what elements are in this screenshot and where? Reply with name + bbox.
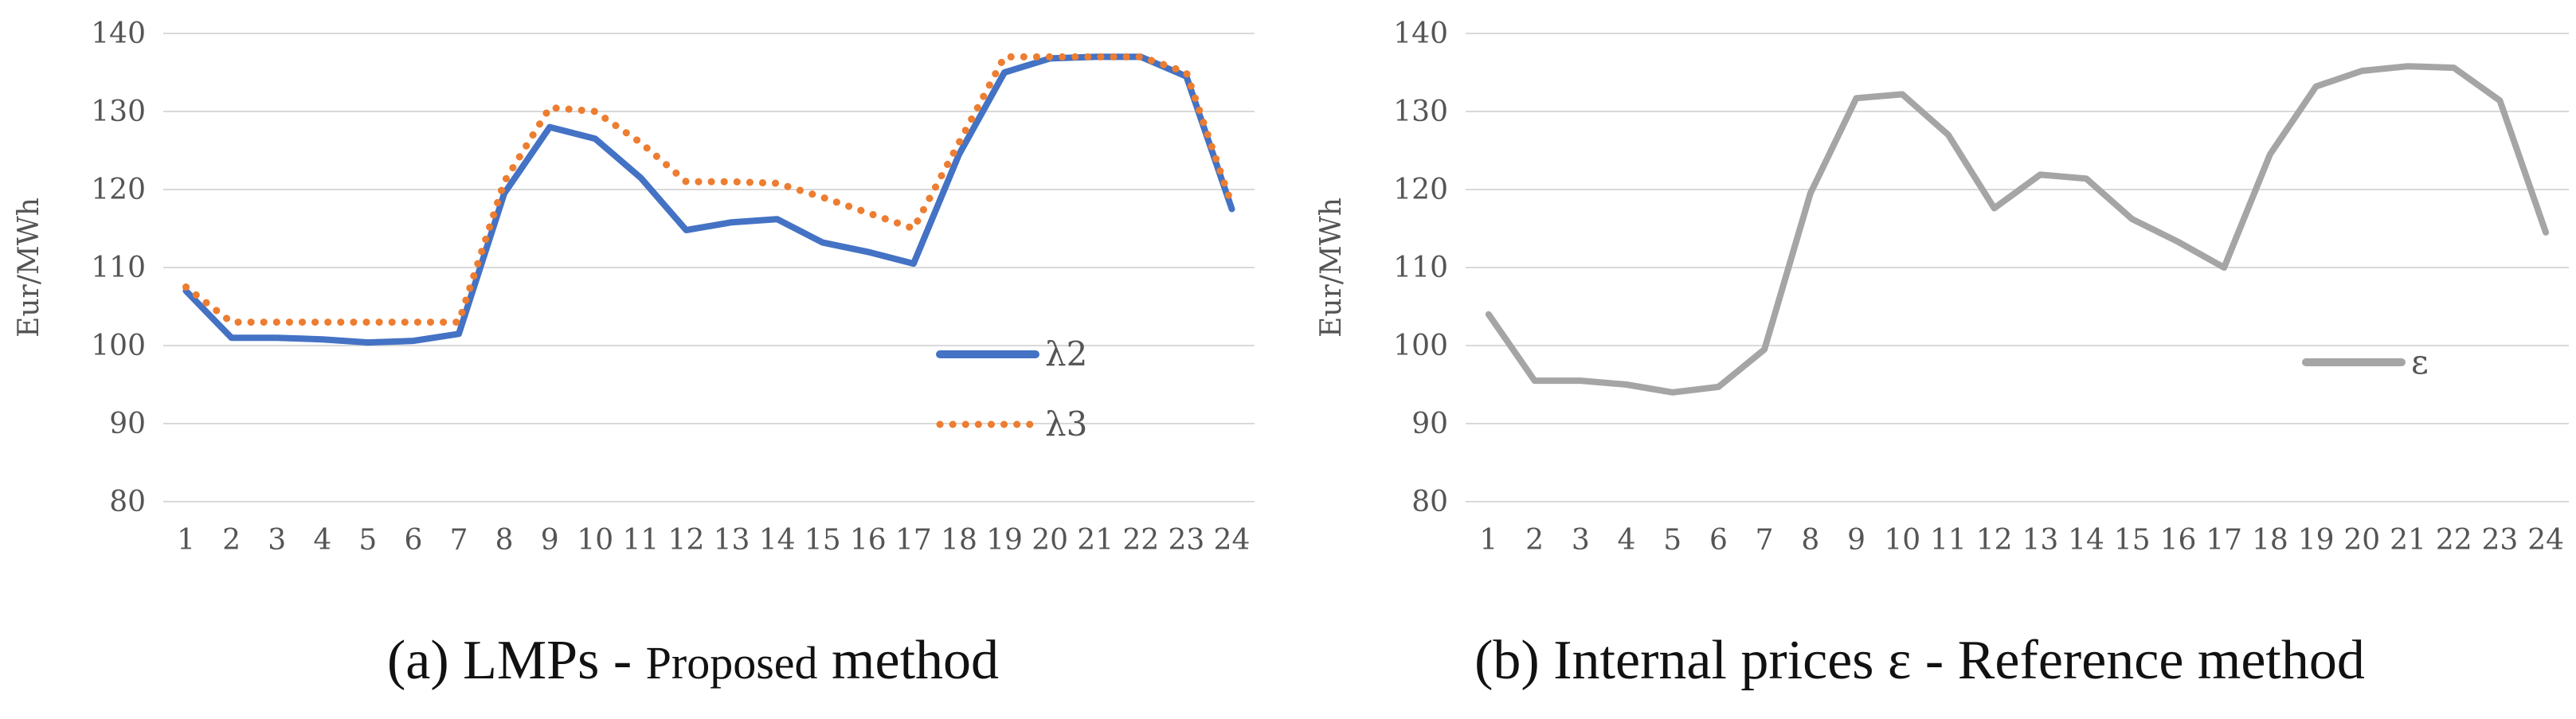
x-tick-label: 24: [1214, 524, 1251, 557]
x-tick-label: 9: [541, 524, 559, 557]
y-axis-label: Eur/MWh: [13, 197, 45, 338]
y-tick-label: 130: [91, 96, 146, 128]
caption-a: (a) LMPs - Proposed method: [311, 629, 1075, 693]
x-tick-label: 15: [805, 524, 841, 557]
y-tick-label: 90: [109, 408, 146, 440]
x-tick-label: 4: [313, 524, 331, 557]
x-tick-label: 3: [1572, 524, 1590, 557]
x-tick-label: 20: [1032, 524, 1068, 557]
legend-label: ε: [2411, 342, 2429, 381]
x-tick-label: 16: [2160, 524, 2197, 557]
legend-label: λ2: [1045, 334, 1087, 373]
x-tick-label: 14: [759, 524, 796, 557]
x-tick-label: 21: [2390, 524, 2426, 557]
x-tick-label: 23: [2482, 524, 2519, 557]
y-tick-label: 100: [91, 330, 146, 362]
series-line: [182, 53, 1235, 346]
x-tick-label: 17: [2206, 524, 2242, 557]
y-tick-label: 120: [91, 174, 146, 206]
y-tick-label: 140: [91, 18, 146, 50]
x-tick-label: 11: [1930, 524, 1967, 557]
x-tick-label: 10: [577, 524, 613, 557]
x-tick-label: 18: [2252, 524, 2288, 557]
x-tick-label: 21: [1077, 524, 1114, 557]
series-line: [1485, 63, 2550, 396]
x-tick-label: 15: [2114, 524, 2151, 557]
caption-a-suffix: method: [817, 630, 1000, 691]
x-tick-label: 16: [850, 524, 887, 557]
caption-b: (b) Internal prices ε - Reference method: [1354, 629, 2485, 693]
series-line: [182, 53, 1235, 326]
x-tick-label: 3: [268, 524, 286, 557]
x-tick-label: 7: [1756, 524, 1774, 557]
x-tick-label: 19: [986, 524, 1023, 557]
x-tick-label: 22: [1122, 524, 1159, 557]
y-tick-label: 100: [1393, 330, 1448, 362]
x-tick-label: 5: [358, 524, 377, 557]
caption-b-text: (b) Internal prices ε - Reference method: [1474, 630, 2365, 691]
x-tick-label: 9: [1847, 524, 1865, 557]
y-tick-label: 80: [109, 486, 146, 518]
legend-label: λ3: [1045, 404, 1087, 444]
x-tick-label: 4: [1618, 524, 1636, 557]
x-tick-label: 18: [941, 524, 977, 557]
x-tick-label: 6: [1709, 524, 1728, 557]
x-tick-label: 1: [1479, 524, 1497, 557]
x-tick-label: 13: [2022, 524, 2058, 557]
x-tick-label: 2: [222, 524, 241, 557]
y-tick-label: 90: [1411, 408, 1448, 440]
x-tick-label: 6: [405, 524, 423, 557]
x-tick-label: 23: [1168, 524, 1204, 557]
x-tick-label: 20: [2343, 524, 2380, 557]
x-tick-label: 12: [1976, 524, 2013, 557]
y-axis-label: Eur/MWh: [1315, 197, 1348, 338]
x-tick-label: 7: [450, 524, 468, 557]
x-tick-label: 10: [1884, 524, 1920, 557]
y-tick-label: 110: [91, 252, 146, 284]
x-tick-label: 13: [714, 524, 750, 557]
y-tick-label: 130: [1393, 96, 1448, 128]
x-tick-label: 14: [2068, 524, 2104, 557]
x-tick-label: 11: [622, 524, 659, 557]
x-tick-label: 17: [895, 524, 932, 557]
x-tick-label: 22: [2436, 524, 2472, 557]
y-tick-label: 80: [1411, 486, 1448, 518]
x-tick-label: 8: [1801, 524, 1819, 557]
x-tick-label: 8: [495, 524, 514, 557]
y-tick-label: 120: [1393, 174, 1448, 206]
x-tick-label: 19: [2298, 524, 2335, 557]
x-tick-label: 24: [2527, 524, 2564, 557]
x-tick-label: 1: [177, 524, 195, 557]
x-tick-label: 2: [1525, 524, 1544, 557]
x-tick-label: 5: [1663, 524, 1681, 557]
y-tick-label: 140: [1393, 18, 1448, 50]
y-tick-label: 110: [1393, 252, 1448, 284]
caption-a-small: Proposed: [645, 637, 818, 689]
x-tick-label: 12: [668, 524, 705, 557]
caption-a-prefix: (a) LMPs -: [386, 630, 646, 691]
